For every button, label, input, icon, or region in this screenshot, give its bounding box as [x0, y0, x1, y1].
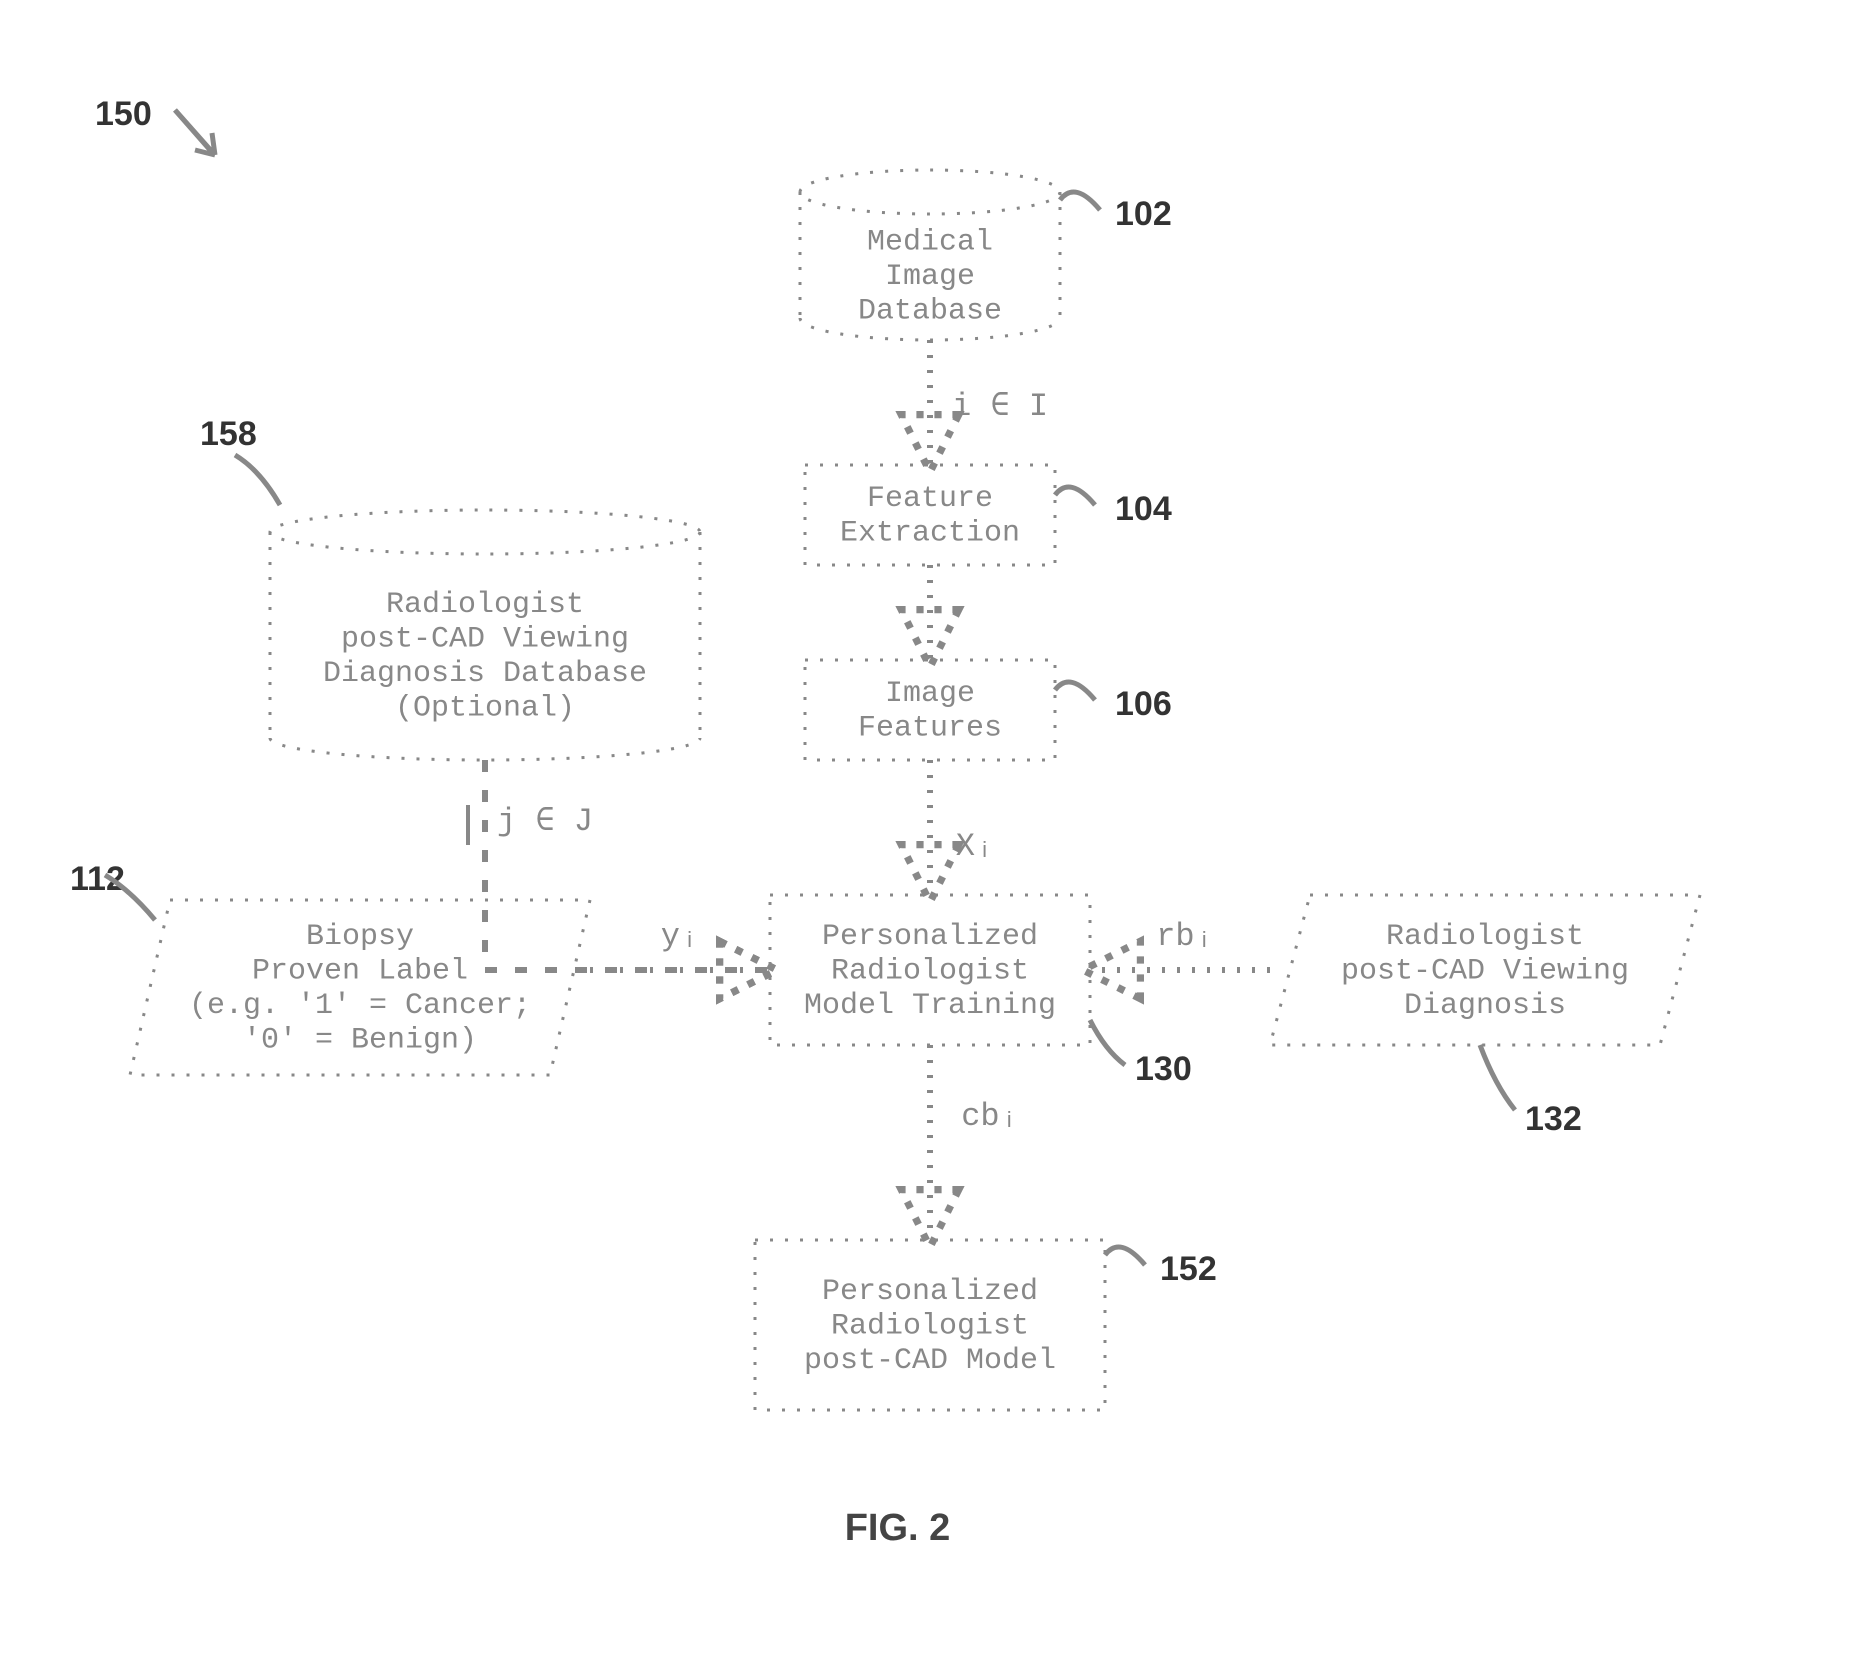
svg-text:(Optional): (Optional)	[395, 692, 575, 726]
edge-label-e1: i ∈ I	[952, 388, 1048, 425]
svg-text:Radiologist: Radiologist	[386, 588, 584, 622]
svg-text:Medical: Medical	[867, 225, 993, 259]
connector-c104	[1055, 487, 1095, 505]
svg-text:Diagnosis Database: Diagnosis Database	[323, 657, 647, 691]
svg-text:'0' = Benign): '0' = Benign)	[243, 1024, 477, 1058]
ref-n152: 152	[1160, 1250, 1217, 1288]
connector-c102	[1060, 192, 1100, 210]
svg-text:Features: Features	[858, 712, 1002, 746]
ref-n130: 130	[1135, 1050, 1192, 1088]
svg-text:Personalized: Personalized	[822, 920, 1038, 954]
edge-label-e4: cbᵢ	[961, 1098, 1019, 1135]
edge-e5	[485, 760, 770, 970]
ref-n158: 158	[200, 415, 257, 453]
svg-text:Radiologist: Radiologist	[1386, 920, 1584, 954]
connector-c158	[235, 455, 280, 505]
edge-label-e5: j ∈ J	[497, 803, 593, 840]
connector-c132	[1480, 1045, 1515, 1110]
svg-text:Radiologist: Radiologist	[831, 1309, 1029, 1343]
svg-text:Image: Image	[885, 677, 975, 711]
ref-n102: 102	[1115, 195, 1172, 233]
connector-c152	[1105, 1247, 1145, 1265]
connector-c130	[1090, 1020, 1125, 1065]
svg-text:Database: Database	[858, 294, 1002, 328]
ref-150: 150	[95, 95, 152, 133]
svg-text:Extraction: Extraction	[840, 517, 1020, 551]
svg-text:post-CAD Model: post-CAD Model	[804, 1344, 1056, 1378]
svg-text:Biopsy: Biopsy	[306, 920, 414, 954]
figure-title: FIG. 2	[845, 1507, 951, 1549]
ref-n104: 104	[1115, 490, 1172, 528]
svg-text:Proven Label: Proven Label	[252, 955, 468, 989]
svg-text:Feature: Feature	[867, 482, 993, 516]
svg-text:post-CAD Viewing: post-CAD Viewing	[341, 623, 629, 657]
svg-text:Image: Image	[885, 260, 975, 294]
ref-n106: 106	[1115, 685, 1172, 723]
edge-label-e3: Xᵢ	[956, 828, 994, 865]
svg-text:(e.g. '1' = Cancer;: (e.g. '1' = Cancer;	[189, 989, 531, 1023]
svg-text:Diagnosis: Diagnosis	[1404, 989, 1566, 1023]
svg-text:Personalized: Personalized	[822, 1275, 1038, 1309]
connector-c106	[1055, 682, 1095, 700]
edge-label-e7: rbᵢ	[1156, 918, 1214, 955]
svg-text:post-CAD Viewing: post-CAD Viewing	[1341, 954, 1629, 988]
edge-label-e6: yᵢ	[661, 918, 699, 955]
ref-n112: 112	[70, 860, 125, 898]
svg-text:Radiologist: Radiologist	[831, 954, 1029, 988]
svg-text:Model Training: Model Training	[804, 989, 1056, 1023]
ref-n132: 132	[1525, 1100, 1582, 1138]
